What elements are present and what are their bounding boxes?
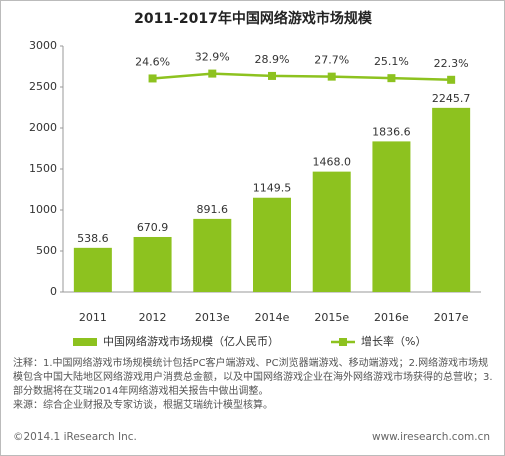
y-tick-label: 1000 bbox=[29, 203, 57, 216]
y-tick-label: 3000 bbox=[29, 39, 57, 52]
copyright: ©2014.1 iResearch Inc. bbox=[13, 431, 137, 443]
legend-label: 中国网络游戏市场规模（亿人民币） bbox=[103, 334, 279, 348]
line-label: 32.9% bbox=[195, 51, 230, 64]
y-tick-label: 0 bbox=[50, 285, 57, 298]
bar-label: 670.9 bbox=[137, 221, 169, 234]
y-tick-label: 2500 bbox=[29, 80, 57, 93]
x-tick-label: 2017e bbox=[434, 311, 469, 324]
line-marker bbox=[387, 74, 396, 83]
bar-label: 891.6 bbox=[197, 203, 229, 216]
line bbox=[152, 72, 452, 82]
line-marker bbox=[447, 75, 456, 84]
line-marker bbox=[268, 71, 276, 80]
x-tick-label: 2012 bbox=[139, 311, 167, 324]
legend-label: 增长率（%） bbox=[361, 334, 426, 348]
bar bbox=[73, 247, 112, 292]
bar bbox=[372, 141, 411, 292]
notes: 注释：1.中国网络游戏市场规模统计包括PC客户端游戏、PC浏览器端游戏、移动端游… bbox=[13, 358, 493, 397]
bar bbox=[432, 107, 471, 292]
x-tick-label: 2015e bbox=[314, 311, 349, 324]
line-label: 22.3% bbox=[434, 57, 469, 70]
line-label: 24.6% bbox=[135, 55, 170, 68]
x-tick-label: 2013e bbox=[195, 311, 230, 324]
bar-label: 1468.0 bbox=[312, 156, 351, 169]
bar-label: 1836.6 bbox=[372, 125, 411, 138]
bar-label: 538.6 bbox=[77, 232, 109, 245]
line-label: 28.9% bbox=[255, 53, 290, 66]
bar bbox=[253, 197, 291, 292]
bar bbox=[312, 171, 351, 292]
line-label: 25.1% bbox=[374, 55, 409, 68]
x-tick-label: 2014e bbox=[255, 311, 290, 324]
website: www.iresearch.com.cn bbox=[371, 431, 490, 443]
x-tick-label: 2011 bbox=[79, 311, 107, 324]
source: 来源：综合企业财报及专家访谈，根据艾瑞统计模型核算。 bbox=[13, 400, 273, 411]
line-marker bbox=[148, 74, 157, 83]
legend-swatch bbox=[73, 338, 97, 346]
bar-label: 1149.5 bbox=[253, 182, 292, 195]
bar bbox=[133, 236, 172, 292]
chart-title: 2011-2017年中国网络游戏市场规模 bbox=[134, 10, 373, 27]
chart: 2011-2017年中国网络游戏市场规模 0 500 1000 1500 2000 250… bbox=[29, 10, 481, 348]
legend-marker bbox=[339, 338, 347, 346]
line-label: 27.7% bbox=[314, 54, 349, 67]
line-marker bbox=[327, 72, 336, 81]
bar bbox=[193, 218, 232, 292]
y-tick-label: 500 bbox=[36, 244, 57, 257]
y-tick-label: 2000 bbox=[29, 121, 57, 134]
bar-label: 2245.7 bbox=[432, 92, 471, 105]
y-tick-label: 1500 bbox=[29, 162, 57, 175]
x-tick-label: 2016e bbox=[374, 311, 409, 324]
line-marker bbox=[208, 69, 217, 78]
